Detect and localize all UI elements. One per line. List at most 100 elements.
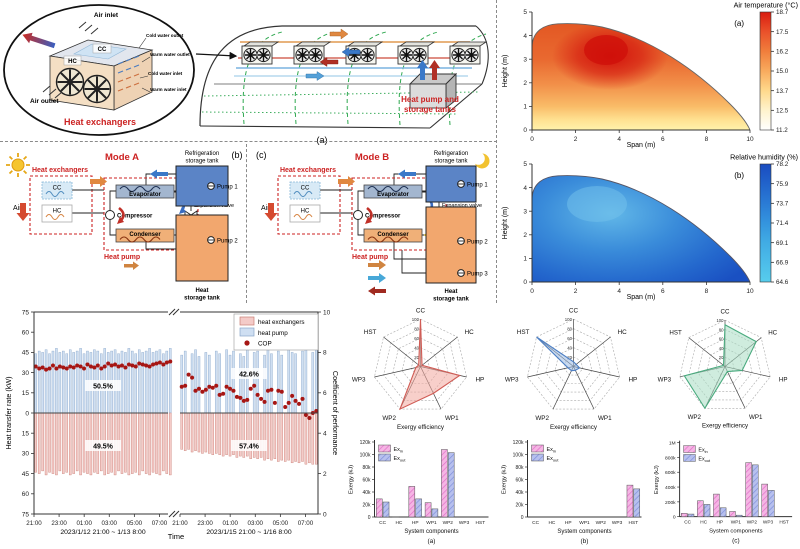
svg-text:4: 4	[617, 136, 621, 143]
hc-box	[289, 204, 321, 223]
annotation-p1-hp: 50.5%	[85, 380, 121, 391]
hc-label: HC	[53, 209, 62, 215]
svg-text:HC: HC	[548, 520, 555, 526]
svg-text:2: 2	[574, 136, 578, 143]
cold-water-outlet-label: Cold water outlet	[146, 33, 184, 38]
svg-text:13.7: 13.7	[776, 88, 789, 95]
cc-box	[41, 181, 73, 200]
period2-label: 2023/1/15 21:00 ~ 1/16 8:00	[206, 529, 291, 536]
svg-text:1: 1	[523, 256, 527, 263]
exergy-bar-chart-a: 0 20k 40k 60k 80k 100k 120k CC HC HP WP1 WP2 WP3 HST S…	[349, 440, 489, 545]
svg-text:11.2: 11.2	[776, 127, 788, 134]
air-down-arrow-icon	[16, 203, 30, 221]
cc-coil-icon	[293, 191, 313, 197]
svg-text:4: 4	[523, 185, 527, 192]
left-y-axis-label: Heat transfer rate (kW)	[4, 376, 13, 449]
svg-text:CC: CC	[379, 520, 386, 526]
compressor-icon	[353, 210, 363, 220]
svg-text:1: 1	[523, 104, 527, 111]
heat-tank-label-line2: storage tank	[433, 297, 469, 303]
legend-swatch-cop	[244, 340, 250, 346]
compressor-icon	[105, 210, 115, 220]
svg-text:1M: 1M	[669, 441, 676, 447]
svg-text:42.6%: 42.6%	[239, 372, 260, 379]
sun-icon	[6, 153, 30, 177]
svg-text:40: 40	[719, 346, 724, 351]
svg-text:WP2: WP2	[535, 415, 549, 422]
svg-text:HST: HST	[364, 329, 377, 336]
fan-unit	[449, 41, 487, 65]
period1-label: 2023/1/12 21:00 ~ 1/13 8:00	[60, 529, 145, 536]
water-up-arrow-icon	[417, 60, 428, 80]
svg-text:0: 0	[368, 515, 371, 521]
heat-pump-label: Heat pump	[352, 254, 388, 261]
svg-text:01:00: 01:00	[222, 520, 238, 527]
svg-text:2: 2	[574, 288, 578, 295]
y-axis-label: Height (m)	[502, 55, 509, 88]
air-temperature-contour: 0 2 4 6 8 10 0 1 2 3 4 5 18.7 17.5 16.2 15.0 13.7 12.5 11.…	[502, 1, 798, 150]
svg-text:5: 5	[523, 9, 527, 16]
evaporator-label: Evaporator	[129, 192, 161, 198]
hc-coil-icon	[45, 214, 65, 220]
svg-text:12.5: 12.5	[776, 108, 789, 115]
cop-dots	[33, 359, 319, 421]
refrigeration-tank	[175, 165, 229, 207]
panel-label: (b)	[734, 171, 744, 180]
x-axis-label: Span (m)	[627, 142, 656, 149]
divider-vertical-right	[496, 0, 497, 303]
svg-text:0: 0	[530, 288, 534, 295]
svg-text:80: 80	[414, 327, 419, 332]
cc-box	[289, 181, 321, 200]
svg-text:0: 0	[523, 279, 527, 286]
svg-text:WP2: WP2	[688, 414, 702, 421]
svg-text:WP3: WP3	[763, 520, 774, 526]
svg-text:71.4: 71.4	[776, 220, 789, 227]
cold-water-inlet-label: Cold water inlet	[148, 71, 183, 76]
svg-text:HST: HST	[629, 520, 639, 526]
svg-text:20: 20	[719, 355, 724, 360]
greenhouse-diagram: Heat pump and storage tanks (a)	[195, 25, 489, 145]
blue-arrow-icon	[150, 169, 168, 179]
svg-text:64.6: 64.6	[776, 279, 789, 286]
svg-text:49.5%: 49.5%	[93, 444, 114, 451]
svg-text:4: 4	[323, 431, 327, 438]
svg-text:200k: 200k	[665, 500, 676, 506]
svg-text:Exin: Exin	[547, 447, 557, 454]
svg-text:8: 8	[705, 288, 709, 295]
svg-text:WP1: WP1	[445, 415, 459, 422]
svg-text:30: 30	[22, 451, 30, 458]
expansion-valve-label: Expansion valve	[442, 203, 482, 209]
svg-text:CC: CC	[721, 309, 730, 316]
annotation-p2-hx: 57.4%	[231, 440, 267, 451]
svg-text:HC: HC	[465, 329, 475, 336]
legend-label-cop: COP	[258, 341, 272, 348]
svg-text:System components: System components	[404, 529, 458, 535]
svg-text:05:00: 05:00	[273, 520, 289, 527]
svg-text:15.0: 15.0	[776, 68, 789, 75]
mode-a-diagram: Mode A (b) Heat exchangers CC HC Air Eva…	[6, 150, 243, 302]
svg-text:20k: 20k	[515, 503, 524, 509]
svg-text:WP3: WP3	[459, 520, 470, 526]
annotation-p2-hp: 42.6%	[231, 368, 267, 379]
svg-text:75: 75	[22, 511, 30, 518]
svg-text:Exout: Exout	[394, 456, 407, 463]
svg-text:20: 20	[414, 355, 419, 360]
pump2-label: Pump 2	[467, 240, 488, 246]
evaporator-label: Evaporator	[377, 192, 409, 198]
svg-text:400k: 400k	[665, 485, 676, 491]
air-outlet-label: Air outlet	[30, 98, 59, 105]
air-label: Air	[13, 205, 22, 212]
svg-text:HC: HC	[768, 330, 777, 337]
svg-text:6: 6	[661, 288, 665, 295]
exergy-efficiency-radar-b: CC HC HP WP1 WP2 WP3 HST 20 40 60 80 100 Exergy effi…	[505, 308, 637, 431]
svg-text:WP1: WP1	[426, 520, 437, 526]
svg-text:2: 2	[523, 80, 527, 87]
svg-text:WP3: WP3	[658, 376, 672, 383]
heat-exchangers-label: Heat exchangers	[280, 167, 336, 174]
exergy-bar-chart-c: 0 200k 400k 600k 800k 1M CC HC HP WP1 WP2 WP3 HST Sys…	[654, 441, 793, 544]
svg-text:18.7: 18.7	[776, 9, 789, 16]
refrigeration-tank-label-line2: storage tank	[434, 159, 468, 165]
svg-text:80: 80	[567, 327, 572, 332]
svg-text:System components: System components	[557, 529, 611, 535]
